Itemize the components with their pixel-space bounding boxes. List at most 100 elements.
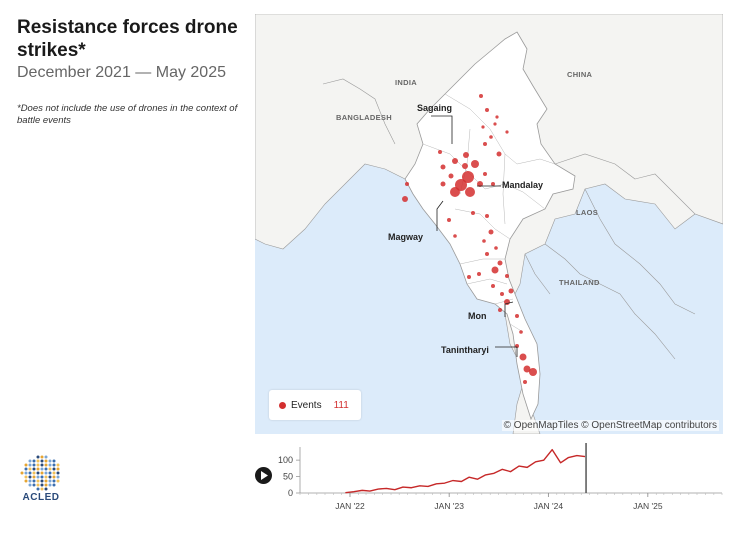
logo-dot [48, 475, 52, 479]
logo-dot [48, 479, 52, 483]
logo-dot [48, 463, 52, 467]
event-dot [529, 368, 537, 376]
event-dot [498, 308, 502, 312]
timeline[interactable]: 100 50 0 JAN '22 JAN '23 JAN '24 JAN '25 [252, 440, 730, 528]
logo-dot [52, 471, 56, 475]
event-dot [482, 239, 486, 243]
logo-dot [52, 483, 56, 487]
label-sagaing: Sagaing [417, 103, 453, 113]
acled-globe-icon [20, 455, 60, 491]
event-dots [402, 94, 537, 384]
event-dot [438, 150, 442, 154]
logo-dot [36, 455, 40, 459]
event-dot [508, 288, 514, 294]
logo-dot [52, 459, 56, 463]
label-mon: Mon [468, 311, 487, 321]
logo-dot [44, 487, 48, 491]
logo-dot [32, 463, 36, 467]
event-dot [463, 152, 469, 158]
event-dot [496, 151, 502, 157]
event-dot [485, 252, 489, 256]
logo-dot [40, 475, 44, 479]
legend: Events 111 [269, 390, 361, 420]
event-dot [515, 314, 519, 318]
play-icon [260, 471, 268, 480]
logo-dot [56, 479, 60, 483]
event-dot [505, 130, 509, 134]
series-line [345, 448, 586, 494]
logo-dot [36, 471, 40, 475]
logo-dot [24, 479, 28, 483]
logo-dot [48, 459, 52, 463]
legend-dot-icon [279, 401, 286, 409]
label-mandalay: Mandalay [502, 180, 544, 190]
logo-text: ACLED [22, 492, 60, 503]
logo-dot [44, 463, 48, 467]
logo-dot [52, 479, 56, 483]
logo-dot [24, 467, 28, 471]
logo-dot [44, 471, 48, 475]
x-tick-label: JAN '22 [335, 501, 365, 511]
logo-dot [40, 455, 44, 459]
event-dot [471, 160, 479, 168]
event-dot [485, 214, 489, 218]
logo-dot [36, 459, 40, 463]
logo-dot [44, 467, 48, 471]
logo-dot [32, 479, 36, 483]
logo-dot [28, 483, 32, 487]
logo-dot [24, 475, 28, 479]
event-dot [483, 142, 487, 146]
logo-dot [36, 479, 40, 483]
label-india: INDIA [395, 78, 417, 87]
event-dot [519, 330, 523, 334]
logo-dot [28, 479, 32, 483]
logo-dot [52, 475, 56, 479]
event-dot [481, 125, 485, 129]
logo-dot [48, 467, 52, 471]
event-dot [491, 266, 499, 274]
legend-count: 111 [333, 399, 349, 411]
event-dot [471, 211, 475, 215]
y-tick-label: 50 [283, 472, 293, 482]
event-dot [467, 275, 471, 279]
label-magway: Magway [388, 232, 424, 242]
event-dot [491, 284, 495, 288]
event-dot [479, 94, 483, 98]
logo-dot [44, 475, 48, 479]
event-dot [462, 163, 468, 169]
label-china: CHINA [567, 70, 593, 79]
event-dot [485, 108, 489, 112]
logo-dot [52, 463, 56, 467]
event-dot [494, 246, 498, 250]
country-borders [322, 78, 696, 360]
event-dot [448, 173, 454, 179]
y-tick-label: 0 [288, 488, 293, 498]
label-tanintharyi: Tanintharyi [441, 345, 489, 355]
logo-dot [32, 483, 36, 487]
logo-dot [56, 463, 60, 467]
y-tick-label: 100 [278, 455, 293, 465]
event-dot [493, 122, 497, 126]
label-thailand: THAILAND [559, 278, 600, 287]
map-attribution[interactable]: © OpenMapTiles © OpenStreetMap contribut… [501, 420, 719, 431]
event-dot [491, 182, 495, 186]
event-dot [488, 229, 494, 235]
logo-dot [32, 471, 36, 475]
logo-dot [28, 475, 32, 479]
x-tick-label: JAN '25 [633, 501, 663, 511]
logo-dot [32, 467, 36, 471]
play-button[interactable] [255, 467, 272, 484]
logo-dot [32, 459, 36, 463]
logo-dot [28, 467, 32, 471]
event-dot [477, 181, 483, 187]
logo-dot [24, 471, 28, 475]
logo-dot [32, 475, 36, 479]
logo-dot [40, 467, 44, 471]
legend-label: Events [291, 399, 322, 411]
event-dot [405, 182, 409, 186]
event-dot [450, 187, 460, 197]
map[interactable]: INDIA CHINA BANGLADESH LAOS THAILAND Sag… [255, 14, 723, 434]
page-subtitle: December 2021 — May 2025 [17, 64, 226, 81]
timeline-chart: 100 50 0 JAN '22 JAN '23 JAN '24 JAN '25 [278, 443, 723, 511]
logo-dot [36, 487, 40, 491]
